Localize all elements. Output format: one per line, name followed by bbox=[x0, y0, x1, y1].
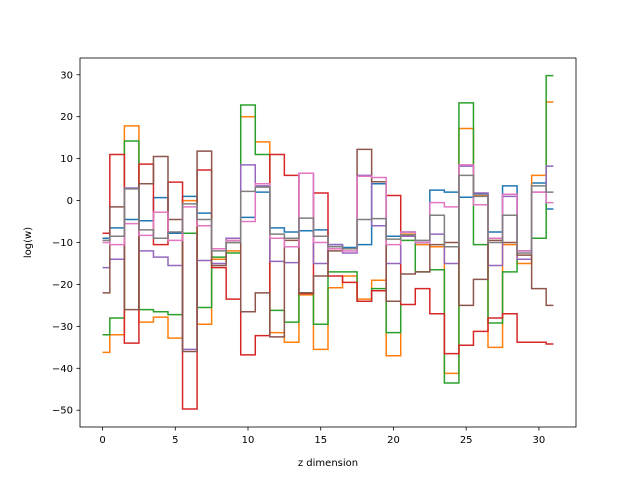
ticks-layer: 0 5 10 15 20 25 30 −50 −40 −30 −20 −10 0 10 20 30 bbox=[52, 70, 545, 446]
series-layer bbox=[102, 74, 554, 410]
x-tick-label: 0 bbox=[99, 435, 105, 446]
series-line-3 bbox=[102, 153, 554, 410]
x-tick-label: 25 bbox=[460, 435, 473, 446]
series-line-5 bbox=[102, 148, 554, 353]
x-tick-label: 15 bbox=[314, 435, 327, 446]
x-axis-label: z dimension bbox=[298, 458, 358, 469]
series-line-2 bbox=[102, 74, 554, 384]
y-tick-label: 0 bbox=[67, 196, 73, 207]
y-tick-label: −20 bbox=[52, 280, 73, 291]
y-tick-label: 30 bbox=[60, 70, 73, 81]
series-line-7 bbox=[102, 174, 554, 254]
y-tick-label: 10 bbox=[60, 154, 73, 165]
y-tick-label: −40 bbox=[52, 364, 73, 375]
y-tick-label: 20 bbox=[60, 112, 73, 123]
x-tick-label: 20 bbox=[387, 435, 400, 446]
y-tick-label: −30 bbox=[52, 322, 73, 333]
y-tick-label: −10 bbox=[52, 238, 73, 249]
y-axis-label: log(w) bbox=[23, 227, 34, 258]
x-tick-label: 30 bbox=[533, 435, 546, 446]
x-tick-label: 10 bbox=[242, 435, 255, 446]
y-tick-label: −50 bbox=[52, 406, 73, 417]
x-tick-label: 5 bbox=[172, 435, 178, 446]
